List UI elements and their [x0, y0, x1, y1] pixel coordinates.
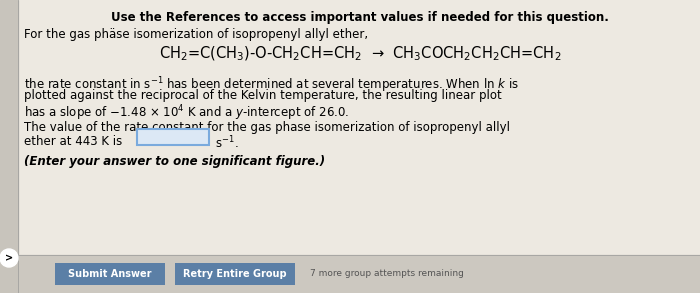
- Text: s$^{-1}$.: s$^{-1}$.: [212, 135, 239, 151]
- Text: CH$_2$=C(CH$_3$)-O-CH$_2$CH=CH$_2$  →  CH$_3$COCH$_2$CH$_2$CH=CH$_2$: CH$_2$=C(CH$_3$)-O-CH$_2$CH=CH$_2$ → CH$…: [159, 45, 561, 63]
- Text: Use the References to access important values if needed for this question.: Use the References to access important v…: [111, 11, 609, 24]
- Bar: [18, 255, 700, 293]
- Text: Retry Entire Group: Retry Entire Group: [183, 269, 287, 279]
- Text: The value of the rate constant for the gas phase isomerization of isopropenyl al: The value of the rate constant for the g…: [24, 121, 510, 134]
- Text: Submit Answer: Submit Answer: [69, 269, 152, 279]
- Text: (Enter your answer to one significant figure.): (Enter your answer to one significant fi…: [24, 155, 325, 168]
- Text: plotted against the reciprocal of the Kelvin temperature, the resulting linear p: plotted against the reciprocal of the Ke…: [24, 89, 502, 102]
- Bar: [0, 0, 18, 293]
- Bar: [137, 129, 209, 145]
- Text: >: >: [5, 253, 13, 263]
- Bar: [55, 263, 165, 285]
- Text: For the gas phäse isomerization of isopropenyl allyl ether,: For the gas phäse isomerization of isopr…: [24, 28, 368, 41]
- Text: the rate constant in s$^{-1}$ has been determined at several temperatures. When : the rate constant in s$^{-1}$ has been d…: [24, 75, 519, 95]
- Circle shape: [0, 249, 18, 267]
- Bar: [175, 263, 295, 285]
- Text: 7 more group attempts remaining: 7 more group attempts remaining: [310, 270, 464, 279]
- Text: ether at 443 K is: ether at 443 K is: [24, 135, 126, 148]
- Text: has a slope of −1.48 × 10$^4$ K and a $y$-intercept of 26.0.: has a slope of −1.48 × 10$^4$ K and a $y…: [24, 103, 349, 122]
